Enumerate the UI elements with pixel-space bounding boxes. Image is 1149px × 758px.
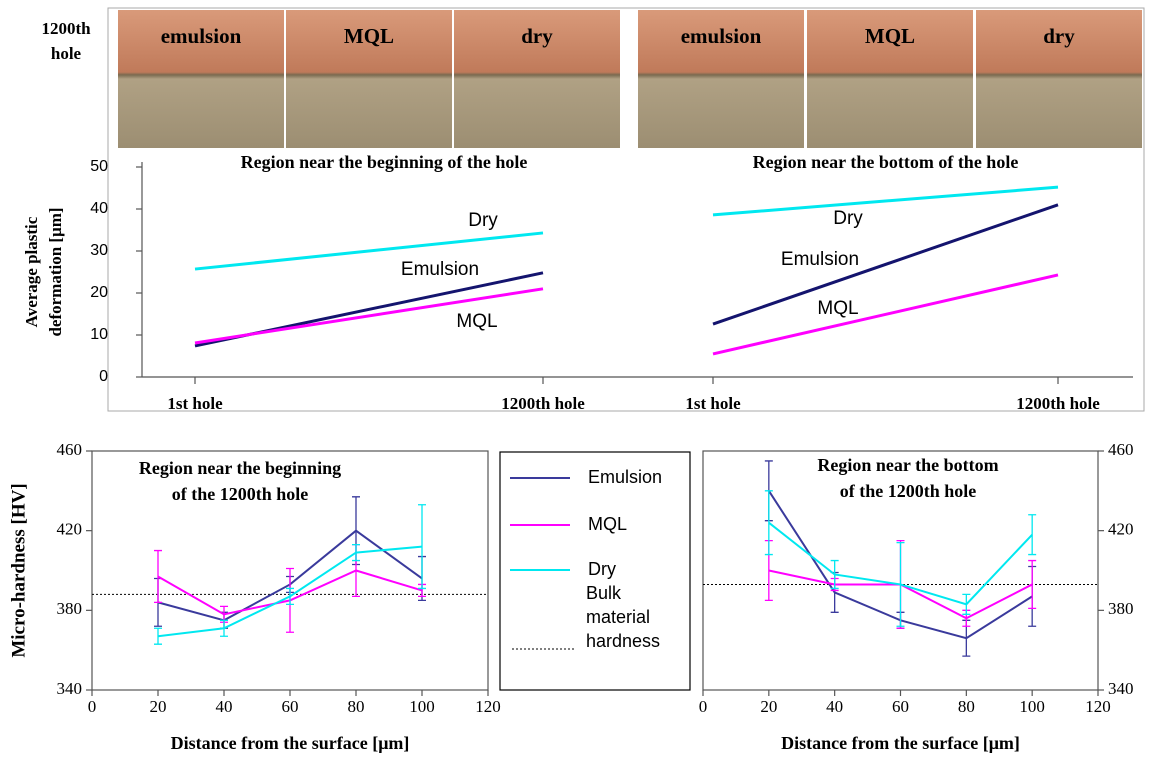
y-tick-label: 0 [99, 368, 108, 385]
photo-label: dry [1043, 24, 1075, 48]
legend-label: Emulsion [588, 467, 662, 487]
series-line [712, 185, 1059, 217]
y-tick-label: 10 [90, 326, 108, 343]
legend-label: hardness [586, 631, 660, 651]
legend-label: material [586, 607, 650, 627]
error-bar [896, 541, 905, 627]
x-tick-label: 0 [699, 697, 708, 716]
series-label: Dry [468, 210, 498, 231]
x-axis-label: Distance from the surface [μm] [781, 733, 1020, 753]
error-bar [830, 559, 839, 590]
x-tick-label: 80 [348, 697, 365, 716]
x-tick-label: 1200th hole [1016, 394, 1100, 413]
y-tick-label: 380 [57, 599, 83, 618]
x-tick-label: 1st hole [167, 394, 223, 413]
x-tick-label: 20 [760, 697, 777, 716]
y-tick-label: 460 [1108, 440, 1134, 459]
photo [807, 10, 973, 148]
photo-label: MQL [865, 24, 915, 48]
panel-title: Region near the bottom [817, 455, 998, 475]
photo-label: emulsion [161, 24, 242, 48]
error-bar [418, 504, 426, 590]
x-tick-label: 60 [282, 697, 299, 716]
x-tick-label: 120 [475, 697, 501, 716]
photo [976, 10, 1142, 148]
y-tick-label: 420 [1108, 520, 1134, 539]
error-bar [220, 619, 228, 637]
panel-title: Region near the beginning [139, 458, 341, 478]
error-bar [1028, 559, 1037, 609]
photo-label: emulsion [681, 24, 762, 48]
series-label: MQL [817, 298, 858, 319]
error-bar [962, 593, 971, 615]
photo [454, 10, 620, 148]
y-tick-label: 40 [90, 200, 108, 217]
x-tick-label: 1st hole [685, 394, 741, 413]
strip-label: hole [51, 44, 82, 63]
error-bar [1028, 514, 1037, 556]
error-bar [154, 627, 162, 645]
y-axis-label: deformation [μm] [46, 207, 65, 336]
panel-title: of the 1200th hole [172, 484, 309, 504]
frame [107, 7, 1145, 412]
error-bar [764, 490, 773, 556]
y-tick-label: 340 [1108, 679, 1134, 698]
x-tick-label: 40 [216, 697, 233, 716]
y-tick-label: 50 [90, 158, 108, 175]
strip-label: 1200th [41, 19, 91, 38]
y-axis-label: Micro-hardness [HV] [8, 483, 29, 657]
series-label: Dry [833, 208, 863, 229]
y-tick-label: 380 [1108, 599, 1134, 618]
panel-title: Region near the beginning of the hole [241, 152, 528, 172]
series-label: Emulsion [401, 259, 479, 280]
legend-label: MQL [588, 514, 627, 534]
series-label: Emulsion [781, 249, 859, 270]
x-tick-label: 80 [958, 697, 975, 716]
photo [638, 10, 804, 148]
legend-label: Bulk [586, 583, 622, 603]
series-line [712, 203, 1059, 326]
series-label: MQL [456, 311, 497, 332]
photo-label: dry [521, 24, 553, 48]
photo [286, 10, 452, 148]
panel-title: of the 1200th hole [840, 481, 977, 501]
legend-label: Dry [588, 559, 616, 579]
photo-label: MQL [344, 24, 394, 48]
series-line [194, 231, 544, 271]
error-bar [154, 549, 162, 604]
x-tick-label: 60 [892, 697, 909, 716]
y-tick-label: 30 [90, 242, 108, 259]
x-tick-label: 100 [409, 697, 435, 716]
y-axis-label: Average plastic [22, 216, 41, 327]
y-tick-label: 340 [57, 679, 83, 698]
x-tick-label: 120 [1085, 697, 1111, 716]
y-tick-label: 420 [57, 520, 83, 539]
error-bar [352, 543, 360, 562]
y-tick-label: 460 [57, 440, 83, 459]
x-tick-label: 0 [88, 697, 97, 716]
x-tick-label: 1200th hole [501, 394, 585, 413]
error-bar [286, 587, 294, 606]
series-line [712, 273, 1059, 356]
panel-title: Region near the bottom of the hole [753, 152, 1019, 172]
x-tick-label: 100 [1019, 697, 1045, 716]
x-tick-label: 20 [150, 697, 167, 716]
series-line [194, 287, 544, 345]
y-tick-label: 20 [90, 284, 108, 301]
photo [118, 10, 284, 148]
x-tick-label: 40 [826, 697, 843, 716]
x-axis-label: Distance from the surface [μm] [171, 733, 410, 753]
